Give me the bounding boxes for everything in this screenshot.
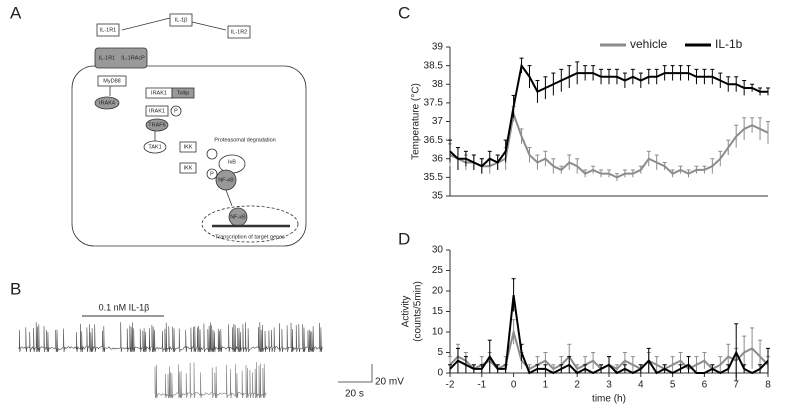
diagram-label: P [174, 108, 178, 114]
diagram-label: IRAK4 [99, 100, 115, 106]
box [96, 23, 120, 37]
y-tick-label: 15 [432, 306, 444, 317]
box [179, 141, 197, 153]
node [206, 148, 218, 160]
diagram-label: IL-1R1 [99, 55, 116, 61]
voltage-trace [17, 322, 323, 353]
node [94, 96, 120, 110]
y-tick-label: 36.5 [424, 135, 444, 146]
arrow [121, 17, 171, 31]
cell [71, 65, 307, 247]
diagram-label: MyD88 [103, 78, 120, 84]
x-tick-label: -2 [446, 380, 455, 391]
y-tick-label: 0 [437, 368, 443, 379]
diagram-label: P [210, 171, 214, 177]
diagram-label: IKK [184, 165, 193, 171]
series-line [449, 63, 768, 168]
box [227, 25, 251, 39]
y-tick-label: 35.5 [424, 172, 444, 183]
diagram-label: TRAF6 [148, 122, 165, 128]
y-axis-label: (counts/5min) [413, 281, 424, 342]
nucleus [201, 205, 299, 243]
diagram-label: IL-1R2 [231, 29, 248, 35]
node [206, 168, 218, 180]
x-tick-label: 1 [543, 380, 549, 391]
diagram-label: NF-κB [218, 177, 234, 183]
stimulus-label: 0.1 nM IL-1β [99, 302, 150, 312]
y-tick-label: 20 [432, 286, 444, 297]
x-tick-label: 4 [638, 380, 644, 391]
y-tick-label: 37 [432, 116, 444, 127]
diagram-label: IRAK1 [151, 90, 167, 96]
panel-label: C [398, 3, 410, 22]
y-tick-label: 39 [432, 42, 444, 53]
node [143, 140, 167, 154]
diagram-label: NF-κB [230, 214, 246, 220]
x-tick-label: 6 [702, 380, 708, 391]
x-tick-label: 0 [511, 380, 517, 391]
diagram-label: Proteasomal degradation [214, 137, 275, 143]
arrow [191, 21, 227, 31]
diagram-label: TAK1 [148, 144, 161, 150]
y-tick-label: 38.5 [424, 60, 444, 71]
panel-label: B [10, 279, 21, 298]
y-tick-label: 5 [437, 347, 443, 358]
receptor [94, 47, 148, 69]
scale-bar [338, 364, 373, 383]
x-tick-label: 7 [733, 380, 739, 391]
node [170, 105, 182, 117]
diagram-label: Tollip [177, 90, 190, 96]
diagram-label: Transcription of target genes [215, 234, 285, 240]
y-tick-label: 37.5 [424, 98, 444, 109]
y-tick-label: 35 [432, 191, 444, 202]
diagram-label: IRAK1 [149, 108, 165, 114]
y-axis-label: Activity [401, 296, 412, 328]
panel-label: A [10, 3, 22, 22]
diagram-label: IL-1R1 [100, 27, 117, 33]
diagram [71, 13, 307, 247]
y-axis-label: Temperature (°C) [411, 83, 422, 160]
box [171, 87, 195, 99]
scale-label: 20 mV [375, 377, 404, 388]
x-tick-label: -1 [477, 380, 486, 391]
panel-label: D [398, 229, 410, 248]
y-tick-label: 36 [432, 153, 444, 164]
x-tick-label: 8 [765, 380, 771, 391]
legend-label: vehicle [630, 37, 668, 51]
x-tick-label: 5 [670, 380, 676, 391]
diagram-label: IκB [228, 159, 236, 165]
legend-label: IL-1b [715, 37, 743, 51]
node [145, 118, 169, 132]
scale-label: 20 s [345, 389, 364, 400]
diagram-label: IL-1RAcP [121, 55, 145, 61]
x-tick-label: 3 [606, 380, 612, 391]
voltage-trace [154, 362, 267, 399]
x-axis-label: time (h) [592, 394, 626, 405]
box [169, 13, 193, 27]
x-tick-label: 2 [574, 380, 580, 391]
series-line [449, 110, 769, 179]
series-line [449, 294, 769, 375]
arrow [225, 189, 233, 207]
y-tick-label: 25 [432, 265, 444, 276]
box [145, 105, 169, 117]
y-tick-label: 30 [432, 245, 444, 256]
diagram-label: IL-1β [175, 17, 188, 23]
y-tick-label: 10 [432, 327, 444, 338]
box [97, 75, 127, 87]
y-tick-label: 38 [432, 79, 444, 90]
diagram-label: IKK [184, 144, 193, 150]
box [179, 162, 197, 174]
